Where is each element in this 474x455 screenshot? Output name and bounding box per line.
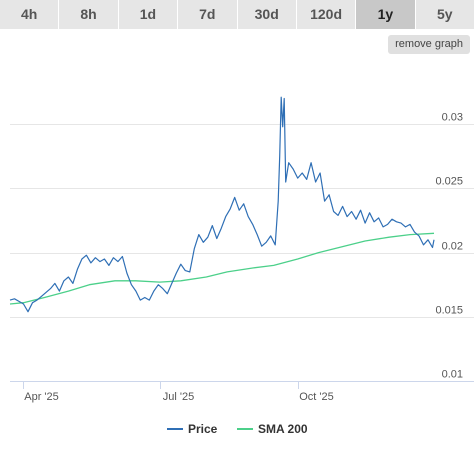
y-tick-label: 0.015 (435, 305, 463, 317)
legend-sma-label: SMA 200 (258, 422, 308, 436)
tab-5y[interactable]: 5y (415, 0, 474, 29)
remove-graph-button[interactable]: remove graph (388, 35, 470, 54)
tab-30d[interactable]: 30d (237, 0, 297, 29)
legend-price-label: Price (188, 422, 218, 436)
y-tick-label: 0.02 (442, 241, 463, 253)
tab-8h[interactable]: 8h (59, 0, 119, 29)
price-series-line (9, 96, 435, 313)
series-lines (9, 96, 435, 313)
tab-120d[interactable]: 120d (296, 0, 357, 29)
sma-series-line (9, 232, 435, 305)
y-tick-label: 0.03 (442, 112, 463, 124)
timeframe-tabs: 4h 8h 1d 7d 30d 120d 1y 5y (0, 0, 474, 30)
y-tick-label: 0.025 (435, 176, 463, 188)
tab-1d[interactable]: 1d (118, 0, 179, 29)
tab-1y[interactable]: 1y (356, 0, 416, 29)
x-axis-ticks: Apr '25 Jul '25 Oct '25 (23, 381, 334, 403)
legend: Price SMA 200 (167, 422, 308, 436)
tab-4h[interactable]: 4h (0, 0, 60, 29)
y-axis-ticks: 0.01 0.015 0.02 0.025 0.03 (435, 112, 463, 381)
x-tick-label: Jul '25 (163, 391, 194, 403)
x-tick-label: Apr '25 (24, 391, 59, 403)
legend-item-sma[interactable]: SMA 200 (237, 422, 308, 436)
x-tick-label: Oct '25 (299, 391, 334, 403)
legend-item-price[interactable]: Price (167, 422, 218, 436)
grid-lines (10, 124, 474, 382)
y-tick-label: 0.01 (442, 369, 463, 381)
tab-7d[interactable]: 7d (178, 0, 238, 29)
